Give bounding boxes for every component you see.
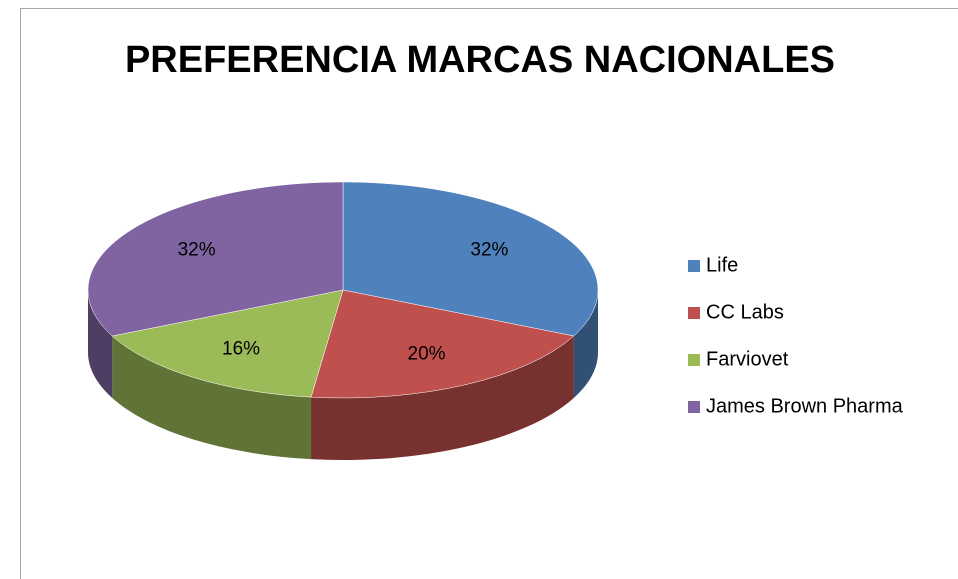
legend-label: Farviovet [706,348,789,370]
legend-swatch [688,401,700,413]
legend-swatch [688,260,700,272]
pie-side-shade [88,290,113,398]
pie-side [311,335,574,460]
pie-slice [111,289,344,398]
data-label: 20% [408,343,446,364]
pie-side-shade [311,335,574,460]
data-label: 32% [178,240,216,261]
pie-side [573,290,598,398]
data-label: 32% [470,240,508,261]
pie-side-shade [112,335,312,460]
pie-slice [342,181,599,337]
legend-label: Life [706,254,738,276]
pie-side-shade [573,290,598,398]
legend-swatch [688,354,700,366]
pie-side [112,335,312,460]
pie-slice [87,181,344,337]
chart-title: PREFERENCIA MARCAS NACIONALES [125,39,835,81]
pie-side [88,290,113,398]
legend-label: CC Labs [706,301,784,323]
legend-label: James Brown Pharma [706,395,904,417]
legend-swatch [688,307,700,319]
pie-slice [310,289,575,399]
data-label: 16% [222,338,260,359]
